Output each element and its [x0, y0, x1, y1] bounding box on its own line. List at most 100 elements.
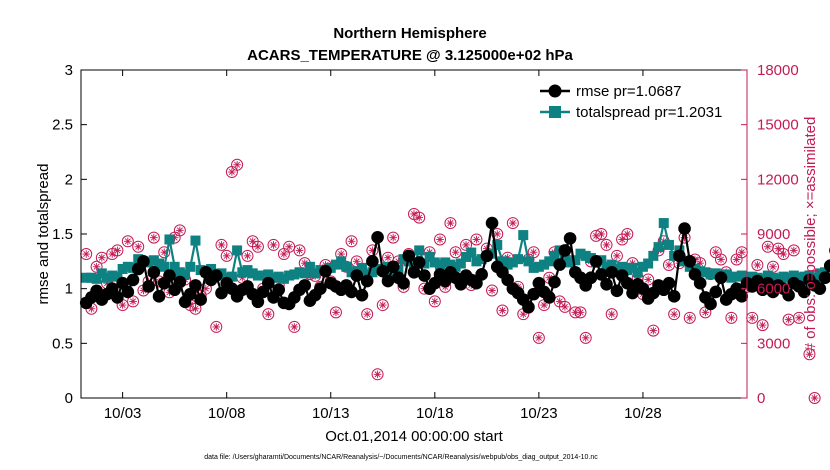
y2-tick-label: 15000 [757, 117, 799, 134]
obs-assimilated-stroke [83, 251, 90, 258]
totalspread-point [565, 257, 576, 268]
totalspread-point [96, 268, 107, 279]
obs-assimilated-stroke [384, 254, 391, 261]
rmse-point [735, 290, 749, 303]
rmse-point [480, 249, 494, 263]
obs-assimilated-point [535, 334, 543, 342]
rmse-point [600, 277, 613, 291]
obs-assimilated-point [431, 297, 439, 306]
obs-possible-point [808, 392, 821, 404]
obs-possible-point [95, 251, 108, 264]
obs-possible-point [496, 304, 509, 317]
totalspread-point [814, 268, 825, 279]
y-tick-label: 3 [65, 62, 73, 79]
obs-assimilated-stroke [712, 249, 719, 256]
obs-assimilated-stroke [213, 323, 220, 330]
totalspread-point [768, 272, 779, 283]
totalspread-point [783, 272, 794, 283]
totalspread-point [513, 254, 524, 265]
rmse-point [621, 276, 634, 290]
totalspread-point [107, 270, 118, 281]
obs-assimilated-stroke [577, 309, 584, 316]
rmse-point [542, 291, 556, 304]
rmse-point [209, 269, 223, 282]
obs-possible-point [558, 300, 571, 313]
obs-possible-point [220, 249, 233, 262]
totalspread-point [330, 259, 341, 270]
rmse-point [797, 285, 811, 299]
totalspread-point [658, 218, 669, 229]
obs-assimilated-point [581, 334, 590, 342]
obs-assimilated-point [378, 301, 387, 309]
obs-assimilated-stroke [410, 210, 418, 217]
y-tick-label: 0.5 [52, 335, 73, 352]
totalspread-point [461, 251, 472, 262]
x-tick-label: 10/03 [104, 405, 142, 422]
obs-assimilated-point [607, 310, 616, 318]
obs-assimilated-point [217, 241, 226, 249]
obs-assimilated-point [685, 314, 694, 322]
totalspread-point [466, 247, 477, 258]
obs-assimilated-stroke [332, 309, 339, 316]
totalspread-point [778, 271, 789, 282]
obs-assimilated-point [795, 314, 803, 322]
obs-assimilated-stroke [764, 243, 771, 250]
rmse-point [678, 222, 691, 235]
obs-assimilated-point [727, 314, 736, 322]
obs-assimilated-stroke [650, 327, 657, 334]
obs-assimilated-point [269, 241, 278, 249]
obs-assimilated-point [769, 263, 777, 271]
obs-assimilated-stroke [93, 263, 100, 270]
totalspread-point [414, 245, 425, 256]
totalspread-point [450, 261, 461, 272]
totalspread-point [700, 267, 711, 278]
obs-assimilated-point [280, 250, 288, 258]
obs-possible-point [595, 228, 608, 240]
totalspread-point [617, 261, 628, 272]
obs-assimilated-point [493, 230, 502, 238]
obs-assimilated-point [295, 246, 304, 255]
obs-possible-point [147, 231, 160, 244]
data-file-footnote: data file: /Users/gharamti/Documents/NCA… [204, 454, 598, 461]
obs-assimilated-stroke [202, 285, 209, 292]
obs-assimilated-stroke [494, 230, 501, 238]
totalspread-point [580, 250, 591, 261]
obs-assimilated-stroke [223, 252, 230, 259]
rmse-point [298, 279, 312, 292]
rmse-point [823, 259, 830, 273]
obs-assimilated-stroke [624, 230, 631, 238]
obs-assimilated-stroke [119, 302, 126, 309]
totalspread-point [367, 267, 378, 278]
obs-assimilated-point [779, 250, 788, 258]
totalspread-point [627, 262, 638, 273]
obs-assimilated-stroke [613, 252, 620, 259]
totalspread-point [284, 270, 295, 281]
obs-assimilated-point [561, 303, 569, 311]
rmse-point [475, 268, 488, 281]
obs-assimilated-point [665, 261, 673, 269]
obs-possible-point [262, 308, 275, 321]
totalspread-point [663, 239, 674, 250]
totalspread-point [190, 235, 201, 246]
obs-assimilated-stroke [749, 314, 756, 321]
rmse-point [667, 290, 681, 303]
totalspread-point [653, 242, 664, 253]
totalspread-point [507, 257, 518, 268]
obs-assimilated-point [384, 253, 392, 262]
obs-possible-point [767, 260, 780, 273]
totalspread-point [112, 271, 123, 282]
obs-assimilated-point [670, 310, 678, 318]
obs-assimilated-point [753, 261, 762, 269]
rmse-point [371, 230, 384, 244]
totalspread-point [492, 239, 503, 250]
obs-assimilated-point [285, 242, 293, 251]
obs-assimilated-point [108, 250, 117, 258]
totalspread-point [122, 261, 133, 272]
obs-assimilated-point [576, 308, 585, 317]
obs-assimilated-stroke [437, 236, 444, 243]
rmse-point [142, 280, 155, 293]
obs-possible-point [158, 246, 171, 259]
obs-assimilated-stroke [754, 261, 761, 268]
obs-possible-point [361, 308, 374, 321]
obs-assimilated-stroke [431, 298, 438, 305]
